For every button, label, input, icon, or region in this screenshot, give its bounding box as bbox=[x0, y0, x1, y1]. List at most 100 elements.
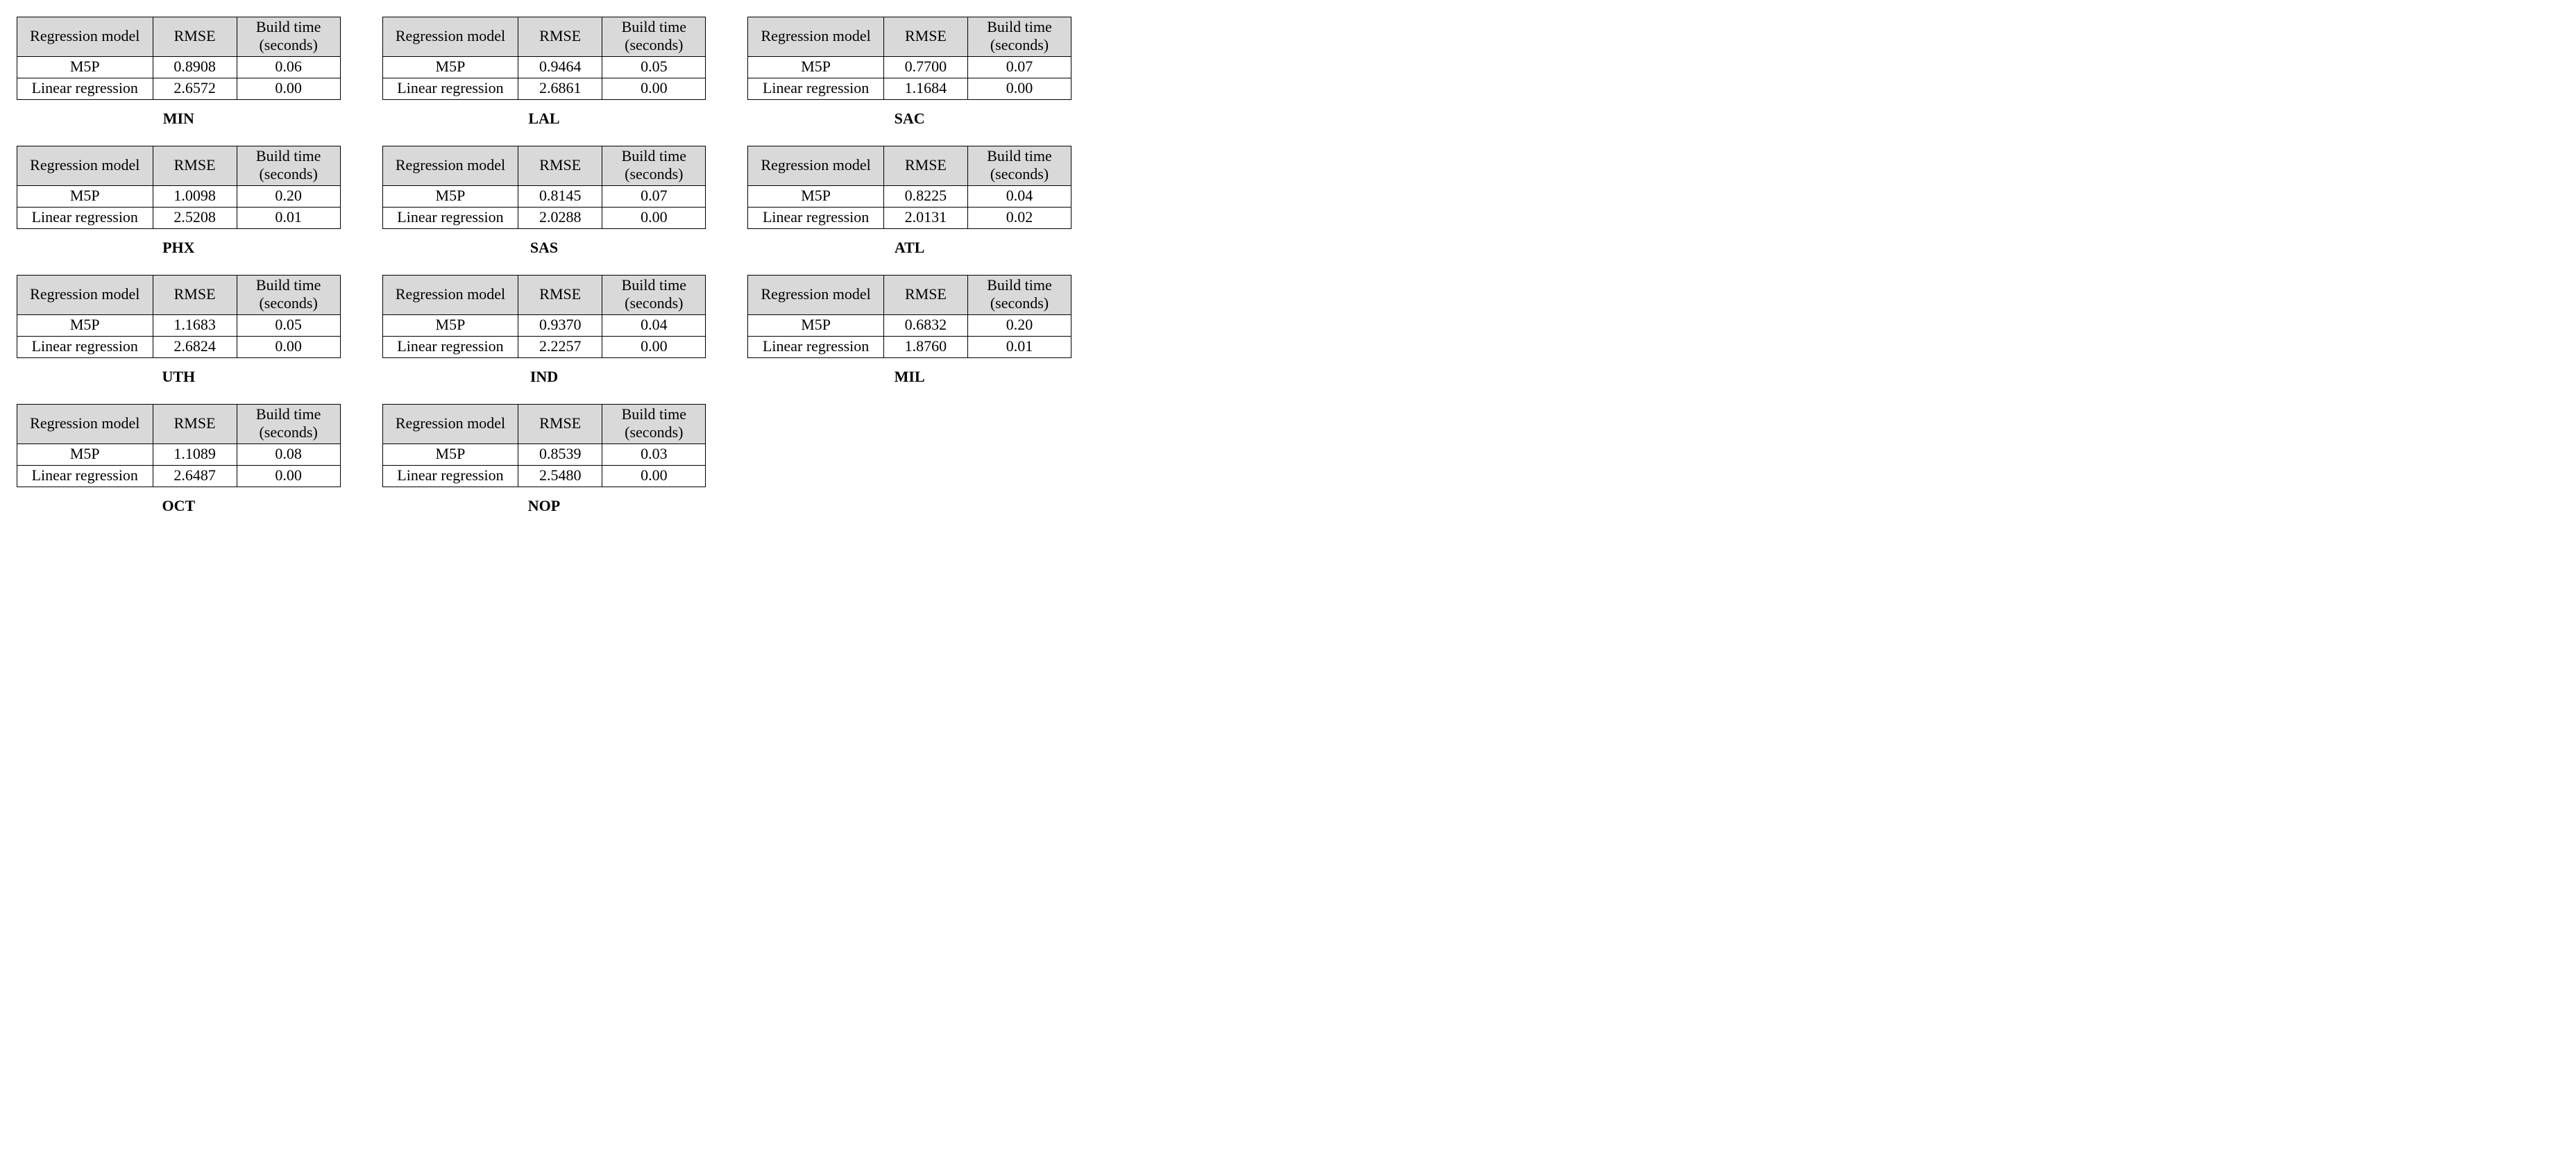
regression-table: Regression model RMSE Build time (second… bbox=[382, 275, 706, 358]
table-block-sac: Regression model RMSE Build time (second… bbox=[747, 17, 1071, 132]
table-caption: IND bbox=[382, 368, 706, 386]
cell-time: 0.04 bbox=[967, 186, 1071, 208]
cell-model: Linear regression bbox=[748, 337, 884, 358]
table-block-uth: Regression model RMSE Build time (second… bbox=[17, 275, 341, 390]
col-header-model: Regression model bbox=[382, 17, 518, 57]
cell-time: 0.00 bbox=[602, 78, 706, 100]
col-header-time: Build time (seconds) bbox=[237, 405, 340, 444]
cell-rmse: 0.6832 bbox=[883, 315, 967, 337]
col-header-rmse: RMSE bbox=[153, 405, 237, 444]
regression-table: Regression model RMSE Build time (second… bbox=[382, 17, 706, 100]
cell-rmse: 0.7700 bbox=[883, 57, 967, 78]
cell-model: M5P bbox=[17, 444, 153, 466]
col-header-rmse: RMSE bbox=[153, 146, 237, 186]
table-row: M5P 0.7700 0.07 bbox=[748, 57, 1071, 78]
table-row: M5P 1.1089 0.08 bbox=[17, 444, 341, 466]
col-header-model: Regression model bbox=[17, 405, 153, 444]
cell-rmse: 2.5480 bbox=[518, 466, 602, 487]
cell-model: Linear regression bbox=[748, 208, 884, 229]
cell-rmse: 2.6861 bbox=[518, 78, 602, 100]
col-header-rmse: RMSE bbox=[518, 276, 602, 315]
col-header-rmse: RMSE bbox=[153, 17, 237, 57]
regression-table: Regression model RMSE Build time (second… bbox=[382, 146, 706, 229]
cell-time: 0.00 bbox=[237, 466, 340, 487]
regression-table: Regression model RMSE Build time (second… bbox=[17, 146, 341, 229]
table-row: M5P 0.6832 0.20 bbox=[748, 315, 1071, 337]
cell-model: Linear regression bbox=[382, 208, 518, 229]
col-header-time: Build time (seconds) bbox=[237, 17, 340, 57]
cell-time: 0.03 bbox=[602, 444, 706, 466]
col-header-time: Build time (seconds) bbox=[602, 146, 706, 186]
col-header-rmse: RMSE bbox=[883, 146, 967, 186]
table-row: M5P 0.8908 0.06 bbox=[17, 57, 341, 78]
table-block-atl: Regression model RMSE Build time (second… bbox=[747, 146, 1071, 261]
cell-time: 0.00 bbox=[602, 337, 706, 358]
col-header-time: Build time (seconds) bbox=[602, 17, 706, 57]
cell-time: 0.08 bbox=[237, 444, 340, 466]
cell-model: M5P bbox=[382, 315, 518, 337]
cell-rmse: 2.5208 bbox=[153, 208, 237, 229]
table-row: Linear regression 2.6572 0.00 bbox=[17, 78, 341, 100]
table-caption: SAS bbox=[382, 239, 706, 257]
col-header-rmse: RMSE bbox=[518, 405, 602, 444]
table-block-ind: Regression model RMSE Build time (second… bbox=[382, 275, 706, 390]
cell-model: M5P bbox=[382, 444, 518, 466]
regression-table: Regression model RMSE Build time (second… bbox=[17, 17, 341, 100]
table-block-nop: Regression model RMSE Build time (second… bbox=[382, 404, 706, 519]
cell-rmse: 2.6572 bbox=[153, 78, 237, 100]
cell-time: 0.04 bbox=[602, 315, 706, 337]
table-block-phx: Regression model RMSE Build time (second… bbox=[17, 146, 341, 261]
cell-time: 0.05 bbox=[602, 57, 706, 78]
cell-model: Linear regression bbox=[382, 78, 518, 100]
regression-table: Regression model RMSE Build time (second… bbox=[382, 404, 706, 487]
table-block-sas: Regression model RMSE Build time (second… bbox=[382, 146, 706, 261]
col-header-rmse: RMSE bbox=[518, 146, 602, 186]
table-row: Linear regression 2.6824 0.00 bbox=[17, 337, 341, 358]
cell-time: 0.05 bbox=[237, 315, 340, 337]
cell-rmse: 0.8225 bbox=[883, 186, 967, 208]
col-header-model: Regression model bbox=[17, 146, 153, 186]
cell-time: 0.00 bbox=[602, 466, 706, 487]
tables-grid: Regression model RMSE Build time (second… bbox=[17, 17, 1071, 519]
col-header-time: Build time (seconds) bbox=[237, 276, 340, 315]
table-block-oct: Regression model RMSE Build time (second… bbox=[17, 404, 341, 519]
table-row: M5P 1.0098 0.20 bbox=[17, 186, 341, 208]
table-caption: PHX bbox=[17, 239, 341, 257]
table-row: Linear regression 2.0288 0.00 bbox=[382, 208, 706, 229]
table-row: M5P 0.8145 0.07 bbox=[382, 186, 706, 208]
cell-time: 0.06 bbox=[237, 57, 340, 78]
col-header-rmse: RMSE bbox=[518, 17, 602, 57]
regression-table: Regression model RMSE Build time (second… bbox=[747, 146, 1071, 229]
col-header-model: Regression model bbox=[382, 405, 518, 444]
cell-model: M5P bbox=[17, 315, 153, 337]
cell-time: 0.01 bbox=[237, 208, 340, 229]
table-row: Linear regression 1.1684 0.00 bbox=[748, 78, 1071, 100]
cell-model: M5P bbox=[748, 186, 884, 208]
table-caption: MIL bbox=[747, 368, 1071, 386]
col-header-model: Regression model bbox=[17, 276, 153, 315]
table-row: M5P 0.9370 0.04 bbox=[382, 315, 706, 337]
table-caption: SAC bbox=[747, 110, 1071, 128]
cell-rmse: 0.9464 bbox=[518, 57, 602, 78]
cell-time: 0.01 bbox=[967, 337, 1071, 358]
table-row: Linear regression 1.8760 0.01 bbox=[748, 337, 1071, 358]
cell-rmse: 0.8539 bbox=[518, 444, 602, 466]
cell-rmse: 2.6824 bbox=[153, 337, 237, 358]
col-header-time: Build time (seconds) bbox=[602, 276, 706, 315]
table-row: Linear regression 2.6861 0.00 bbox=[382, 78, 706, 100]
col-header-model: Regression model bbox=[382, 146, 518, 186]
cell-model: Linear regression bbox=[382, 337, 518, 358]
cell-time: 0.07 bbox=[602, 186, 706, 208]
cell-time: 0.00 bbox=[237, 337, 340, 358]
col-header-rmse: RMSE bbox=[883, 276, 967, 315]
table-caption: UTH bbox=[17, 368, 341, 386]
cell-rmse: 0.9370 bbox=[518, 315, 602, 337]
cell-time: 0.07 bbox=[967, 57, 1071, 78]
table-caption: OCT bbox=[17, 497, 341, 515]
cell-model: Linear regression bbox=[748, 78, 884, 100]
cell-model: M5P bbox=[382, 57, 518, 78]
cell-model: Linear regression bbox=[17, 337, 153, 358]
table-row: M5P 1.1683 0.05 bbox=[17, 315, 341, 337]
cell-model: Linear regression bbox=[17, 466, 153, 487]
cell-model: M5P bbox=[748, 315, 884, 337]
